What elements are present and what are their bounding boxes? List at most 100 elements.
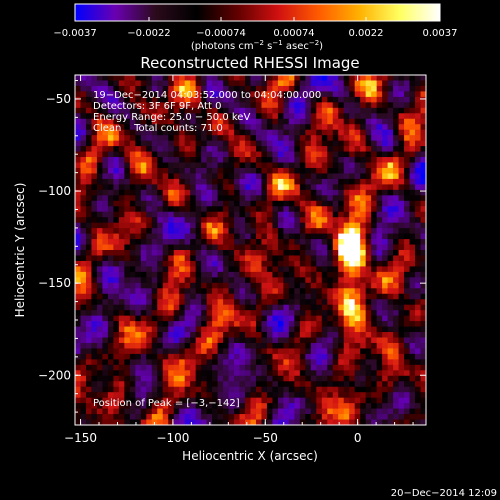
heatmap-cell (277, 151, 284, 158)
heatmap-cell (266, 189, 273, 196)
heatmap-cell (360, 332, 367, 338)
heatmap-cell (327, 162, 334, 169)
heatmap-cell (354, 118, 361, 125)
heatmap-cell (234, 129, 241, 136)
heatmap-cell (206, 277, 213, 284)
heatmap-cell (75, 85, 81, 92)
heatmap-cell (118, 211, 125, 218)
heatmap-cell (80, 140, 87, 147)
heatmap-cell (212, 348, 219, 355)
heatmap-cell (316, 217, 323, 224)
heatmap-cell (321, 184, 328, 191)
heatmap-cell (327, 370, 334, 377)
heatmap-cell (173, 118, 180, 125)
heatmap-cell (321, 288, 328, 295)
heatmap-cell (272, 129, 279, 136)
heatmap-cell (382, 107, 389, 114)
heatmap-cell (420, 91, 426, 98)
heatmap-cell (234, 277, 241, 284)
heatmap-cell (338, 157, 345, 163)
heatmap-cell (245, 239, 251, 246)
heatmap-cell (250, 271, 257, 278)
heatmap-cell (327, 288, 334, 295)
heatmap-cell (184, 348, 191, 355)
heatmap-cell (124, 332, 131, 338)
y-axis-label: Heliocentric Y (arcsec) (13, 183, 27, 318)
heatmap-cell (129, 102, 136, 109)
heatmap-cell (299, 299, 306, 306)
heatmap-cell (349, 353, 356, 360)
heatmap-cell (327, 266, 334, 273)
heatmap-cell (365, 80, 372, 87)
heatmap-cell (245, 288, 251, 295)
heatmap-cell (245, 414, 251, 421)
heatmap-cell (376, 397, 383, 404)
heatmap-cell (135, 304, 142, 311)
heatmap-cell (294, 189, 301, 196)
heatmap-cell (255, 184, 262, 191)
heatmap-cell (206, 250, 213, 256)
heatmap-cell (179, 96, 186, 103)
heatmap-cell (338, 370, 345, 377)
heatmap-cell (272, 348, 279, 355)
heatmap-cell (195, 189, 202, 196)
heatmap-cell (206, 403, 213, 410)
heatmap-cell (250, 239, 257, 246)
heatmap-cell (146, 326, 153, 333)
heatmap-cell (151, 239, 158, 246)
heatmap-cell (382, 91, 389, 98)
heatmap-cell (118, 217, 125, 224)
heatmap-cell (223, 146, 230, 153)
heatmap-cell (354, 211, 361, 218)
heatmap-cell (157, 386, 164, 393)
heatmap-cell (409, 140, 416, 147)
heatmap-cell (96, 288, 103, 295)
heatmap-cell (217, 135, 224, 142)
heatmap-cell (310, 113, 317, 120)
heatmap-cell (124, 91, 131, 98)
heatmap-cell (129, 162, 136, 169)
heatmap-cell (234, 260, 241, 267)
heatmap-cell (201, 217, 208, 224)
heatmap-cell (124, 107, 131, 114)
heatmap-cell (80, 321, 87, 328)
heatmap-cell (349, 189, 356, 196)
heatmap-cell (113, 102, 120, 109)
heatmap-cell (223, 206, 230, 213)
heatmap-cell (365, 397, 372, 404)
heatmap-cell (168, 337, 175, 344)
heatmap-cell (102, 151, 109, 158)
heatmap-cell (349, 342, 356, 349)
heatmap-cell (96, 217, 103, 224)
heatmap-cell (239, 222, 246, 229)
heatmap-cell (118, 162, 125, 169)
heatmap-cell (349, 102, 356, 109)
heatmap-cell (129, 239, 136, 246)
heatmap-cell (80, 211, 87, 218)
heatmap-cell (118, 206, 125, 213)
heatmap-cell (135, 414, 142, 421)
heatmap-cell (91, 75, 98, 81)
heatmap-cell (371, 321, 378, 328)
heatmap-cell (288, 282, 295, 289)
heatmap-cell (179, 315, 186, 322)
heatmap-cell (85, 364, 92, 371)
heatmap-cell (266, 146, 273, 153)
heatmap-cell (393, 107, 400, 114)
heatmap-cell (206, 217, 213, 224)
heatmap-cell (349, 359, 356, 366)
heatmap-cell (321, 255, 328, 262)
heatmap-cell (206, 239, 213, 246)
heatmap-cell (195, 173, 202, 180)
heatmap-cell (404, 135, 411, 142)
heatmap-cell (173, 151, 180, 158)
heatmap-cell (212, 397, 219, 404)
heatmap-cell (80, 124, 87, 131)
heatmap-cell (96, 370, 103, 377)
heatmap-cell (272, 266, 279, 273)
heatmap-cell (173, 250, 180, 256)
heatmap-cell (349, 414, 356, 421)
heatmap-cell (102, 178, 109, 185)
heatmap-cell (80, 80, 87, 87)
heatmap-cell (96, 397, 103, 404)
